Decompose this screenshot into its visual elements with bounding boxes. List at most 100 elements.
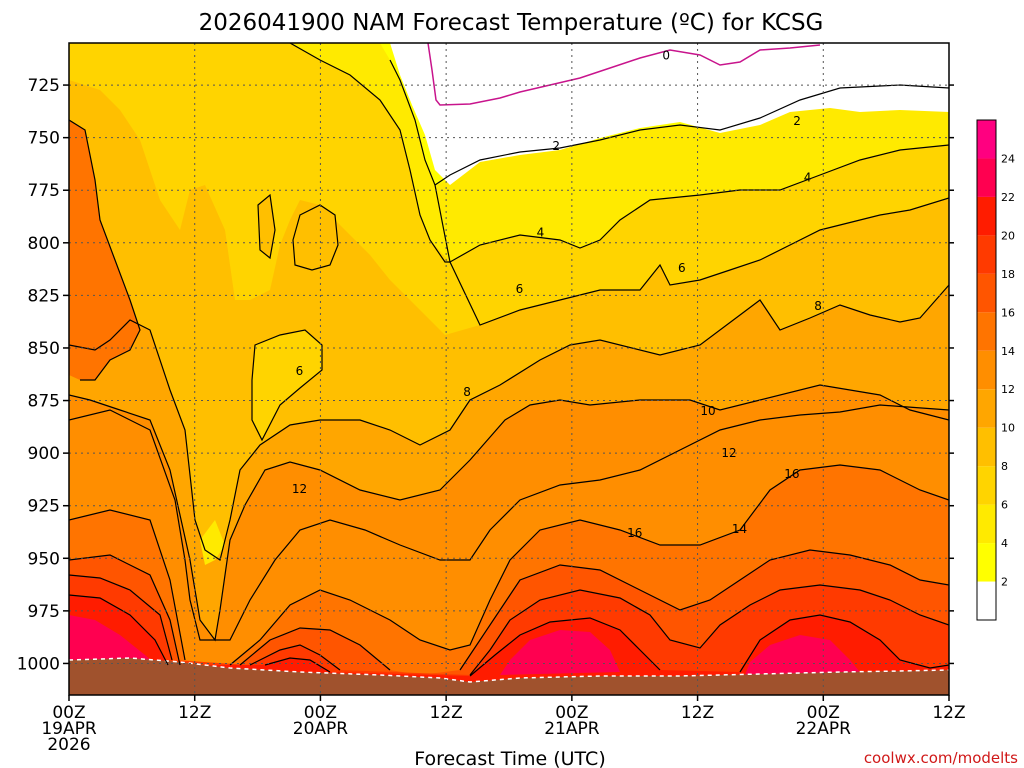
isotherm-label: 10 [700, 404, 715, 418]
colorbar-tick-label: 4 [1001, 537, 1008, 550]
grid-lines [69, 43, 949, 695]
isotherm-label: 12 [721, 446, 736, 460]
contour-12 [69, 404, 949, 641]
colorbar-swatch [977, 581, 996, 620]
colorbar-tick-label: 8 [1001, 460, 1008, 473]
fill-band-22-24 [69, 615, 860, 675]
x-tick-label: 00Z [52, 703, 85, 723]
contour-0 [427, 43, 821, 106]
x-tick-label: 21APR [544, 719, 600, 739]
y-tick-label: 750 [28, 129, 60, 149]
terrain [69, 658, 949, 695]
colorbar-tick-label: 22 [1001, 191, 1015, 204]
colorbar-tick-label: 16 [1001, 306, 1015, 319]
temperature-fill-layers [69, 43, 949, 695]
colorbar-swatch [977, 350, 996, 390]
colorbar-tick-label: 20 [1001, 229, 1015, 242]
plot-frame [68, 42, 950, 696]
isotherm-label: 8 [463, 385, 471, 399]
y-tick-label: 950 [28, 549, 60, 569]
contour-8 [69, 284, 949, 561]
colorbar-tick-label: 14 [1001, 345, 1015, 358]
colorbar-swatch [977, 273, 996, 313]
colorbar-swatch [977, 158, 996, 197]
y-tick-label: 925 [28, 497, 60, 517]
x-tick-label: 20APR [293, 719, 349, 739]
isotherm-label: 2 [552, 139, 560, 153]
y-tick-label: 900 [28, 444, 60, 464]
isotherm-label: 4 [804, 171, 812, 185]
y-tick-label: 725 [28, 76, 60, 96]
colorbar-swatch [977, 427, 996, 467]
isotherm-label: 2 [793, 114, 801, 128]
colorbar-tick-label: 24 [1001, 152, 1015, 165]
x-tick-label: 12Z [178, 703, 211, 723]
x-tick-label: 12Z [932, 703, 965, 723]
x-tick-label: 12Z [430, 703, 463, 723]
isotherm-labels: 0 2 2 4 4 6 6 6 8 8 10 12 12 14 16 16 [292, 49, 822, 540]
isotherm-label: 6 [678, 261, 686, 275]
contour-18 [69, 574, 949, 676]
x-tick-label: 19APR [41, 719, 97, 739]
colorbar-tick-label: 10 [1001, 422, 1015, 435]
y-tick-label: 800 [28, 234, 60, 254]
isotherm-label: 6 [516, 282, 524, 296]
credit-link[interactable]: coolwx.com/modelts [864, 749, 1018, 767]
contour-14 [69, 464, 949, 666]
chart-title: 2026041900 NAM Forecast Temperature (ºC)… [199, 10, 824, 36]
isotherm-label: 14 [732, 522, 747, 536]
x-tick-label: 00Z [304, 703, 337, 723]
colorbar-swatch [977, 312, 996, 351]
x-tick-label: 22APR [796, 719, 852, 739]
fill-patch-inner-yellow [200, 520, 225, 565]
y-axis: 725 750 775 800 825 850 875 900 925 950 975 1000 [17, 76, 954, 674]
contour-2 [434, 84, 949, 186]
contour-patch-c [257, 193, 276, 260]
colorbar-tick-label: 12 [1001, 383, 1015, 396]
contour-4 [389, 59, 949, 263]
colorbar-swatch [977, 504, 996, 544]
terrain-edge [69, 657, 949, 683]
zero-isotherm [427, 43, 821, 106]
isotherm-label: 16 [784, 467, 799, 481]
isotherm-label: 6 [296, 364, 304, 378]
contour-6 [289, 43, 949, 326]
colorbar-swatch [977, 466, 996, 505]
isotherm-label: 16 [627, 526, 642, 540]
contour-patch-b [292, 204, 339, 271]
contour-16 [69, 549, 949, 671]
colorbar-swatch [977, 389, 996, 428]
contour-patch-d [69, 119, 141, 381]
x-tick-label: 2026 [47, 735, 90, 755]
colorbar-tick-label: 18 [1001, 268, 1015, 281]
colorbar-swatch [977, 120, 996, 159]
y-tick-label: 975 [28, 602, 60, 622]
colorbar-swatch [977, 196, 996, 236]
isotherm-label: 12 [292, 482, 307, 496]
fill-band-0-2 [390, 43, 949, 185]
y-tick-label: 875 [28, 392, 60, 412]
fill-band-20-22 [69, 595, 949, 695]
contour-patch-a [251, 329, 323, 442]
x-tick-label: 00Z [807, 703, 840, 723]
fill-patch-6-8-b [293, 205, 338, 270]
y-tick-label: 850 [28, 339, 60, 359]
x-tick-label: 12Z [681, 703, 714, 723]
colorbar-tick-label: 6 [1001, 499, 1008, 512]
y-tick-label: 1000 [17, 654, 60, 674]
y-tick-label: 775 [28, 181, 60, 201]
contour-20 [69, 594, 949, 677]
colorbar-tick-label: 2 [1001, 576, 1008, 589]
isotherm-label: 8 [814, 299, 822, 313]
colorbar-frame [976, 119, 997, 621]
fill-patch-6-8-c [258, 195, 275, 258]
isotherm-label: 0 [662, 49, 670, 63]
colorbar-swatch [977, 543, 996, 582]
x-axis-label: Forecast Time (UTC) [414, 748, 605, 768]
contour-10 [69, 384, 949, 642]
contour-lines [69, 43, 949, 677]
fill-patch-12-14-left [69, 120, 140, 380]
